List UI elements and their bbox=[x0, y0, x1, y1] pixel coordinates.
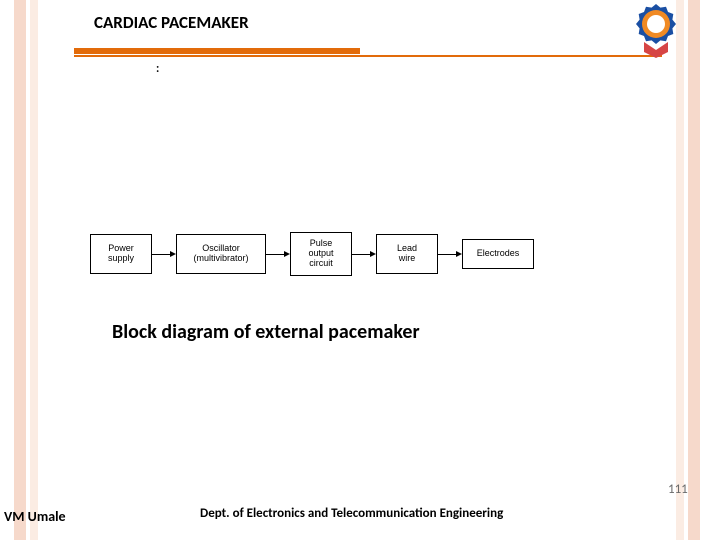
diagram-node: Oscillator(multivibrator) bbox=[176, 234, 266, 274]
diagram-arrow bbox=[438, 251, 462, 257]
author-name: VM Umale bbox=[4, 508, 66, 525]
slide: CARDIAC PACEMAKER : Powersupply Oscillato… bbox=[0, 0, 720, 540]
block-diagram: Powersupply Oscillator(multivibrator) Puls… bbox=[90, 232, 534, 276]
diagram-node-line: (multivibrator) bbox=[177, 254, 265, 264]
title-underline-thin bbox=[74, 55, 662, 57]
diagram-node-line: supply bbox=[91, 254, 151, 264]
diagram-arrow bbox=[352, 251, 376, 257]
diagram-node-line: Electrodes bbox=[463, 249, 533, 259]
diagram-arrow bbox=[152, 251, 176, 257]
decorative-stripe bbox=[14, 0, 26, 540]
department-name: Dept. of Electronics and Telecommunicati… bbox=[200, 506, 503, 521]
diagram-node: Pulseoutputcircuit bbox=[290, 232, 352, 276]
diagram-node: Leadwire bbox=[376, 234, 438, 274]
diagram-node-line: wire bbox=[377, 254, 437, 264]
slide-title: CARDIAC PACEMAKER bbox=[94, 12, 249, 33]
diagram-caption: Block diagram of external pacemaker bbox=[112, 320, 420, 344]
diagram-node-line: circuit bbox=[291, 259, 351, 269]
title-underline-thick bbox=[74, 48, 360, 54]
diagram-node: Powersupply bbox=[90, 234, 152, 274]
page-number: 111 bbox=[668, 482, 688, 497]
institution-logo bbox=[628, 2, 684, 58]
decorative-stripe bbox=[688, 0, 700, 540]
diagram-arrow bbox=[266, 251, 290, 257]
stray-colon: : bbox=[156, 62, 159, 76]
diagram-node: Electrodes bbox=[462, 239, 534, 269]
decorative-stripe bbox=[676, 0, 684, 540]
decorative-stripe bbox=[30, 0, 38, 540]
